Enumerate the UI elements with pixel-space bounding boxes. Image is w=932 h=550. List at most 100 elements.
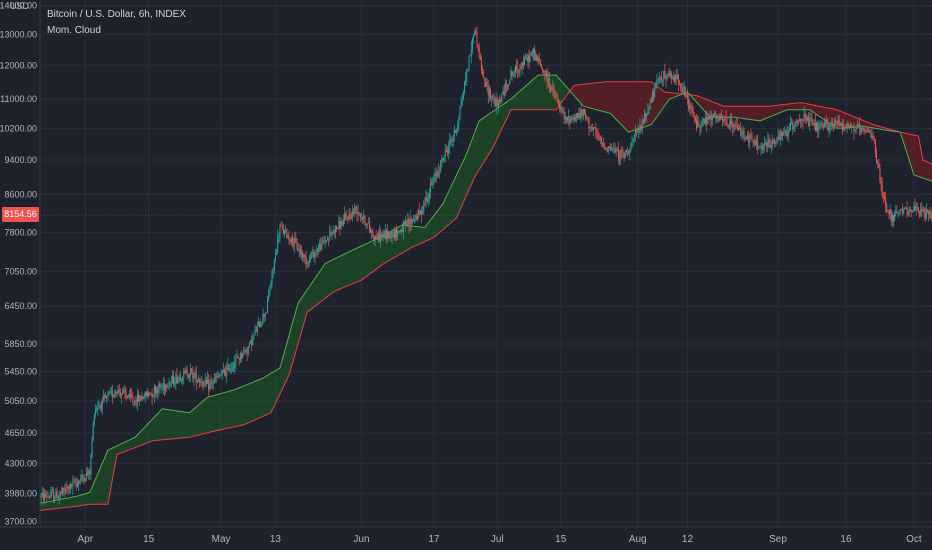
cloud-fill — [322, 263, 326, 301]
candle-body — [40, 494, 42, 499]
candle-body — [165, 384, 167, 390]
candle-body — [550, 86, 552, 90]
candle-body — [518, 70, 520, 73]
candle-body — [587, 117, 589, 119]
candle-body — [660, 76, 662, 81]
candle-body — [705, 117, 707, 124]
candle-body — [628, 150, 630, 153]
cloud-fill — [255, 380, 258, 420]
candle-body — [358, 212, 360, 214]
time-tick-label: 16 — [840, 534, 852, 545]
candle-body — [184, 370, 186, 372]
candle-body — [231, 367, 233, 369]
candle-body — [615, 149, 617, 153]
cloud-fill — [619, 81, 622, 126]
candle-body — [483, 75, 485, 79]
cloud-fill — [286, 335, 290, 380]
cloud-fill — [651, 81, 654, 125]
candle-body — [324, 240, 326, 242]
candle-body — [889, 209, 891, 215]
candle-body — [180, 380, 182, 382]
candle-body — [523, 57, 525, 66]
candle-body — [673, 77, 675, 82]
cloud-fill — [474, 126, 477, 177]
candle-body — [930, 211, 932, 218]
cloud-fill — [189, 410, 192, 438]
candle-body — [280, 225, 282, 227]
candle-body — [671, 73, 673, 80]
candle-body — [290, 237, 292, 243]
cloud-fill — [590, 83, 593, 109]
candle-body — [109, 392, 111, 393]
candle-body — [398, 230, 400, 233]
cloud-fill — [209, 395, 213, 433]
candle-body — [136, 394, 138, 405]
candle-body — [490, 89, 492, 99]
candle-body — [535, 54, 537, 61]
candle-body — [305, 256, 307, 265]
candle-body — [92, 422, 94, 441]
candle-body — [778, 134, 780, 141]
candle-body — [226, 367, 228, 377]
cloud-fill — [501, 103, 505, 129]
cloud-fill — [379, 236, 382, 267]
candle-body — [699, 125, 701, 128]
cloud-fill — [533, 77, 536, 110]
candle-body — [387, 231, 389, 239]
candle-body — [573, 117, 575, 120]
cloud-fill — [694, 95, 697, 103]
candle-body — [706, 117, 708, 125]
cloud-fill — [465, 150, 468, 198]
cloud-fill — [662, 90, 665, 109]
candle-body — [502, 91, 504, 95]
cloud-fill — [809, 104, 813, 112]
candle-body — [620, 150, 622, 160]
cloud-fill — [252, 381, 256, 421]
candle-body — [509, 79, 511, 85]
cloud-fill — [146, 423, 149, 444]
cloud-fill — [712, 101, 715, 118]
candle-body — [597, 134, 599, 139]
price-tick-label: 11000.00 — [0, 94, 37, 104]
candle-body — [449, 139, 451, 148]
cloud-fill — [361, 244, 364, 280]
cloud-fill — [159, 408, 163, 441]
cloud-fill — [778, 104, 781, 114]
candle-body — [586, 117, 588, 119]
candle-body — [528, 54, 530, 63]
candle-body — [48, 496, 50, 498]
candle-body — [333, 229, 335, 233]
candle-body — [760, 145, 762, 148]
candle-body — [852, 126, 854, 128]
candle-body — [380, 234, 382, 241]
candle-body — [295, 238, 297, 243]
cloud-fill — [87, 492, 90, 505]
candle-body — [315, 250, 317, 253]
candle-body — [827, 124, 829, 131]
cloud-fill — [542, 75, 545, 110]
cloud-fill — [279, 359, 283, 394]
candle-body — [448, 147, 450, 153]
cloud-fill — [821, 106, 824, 120]
candle-body — [843, 127, 845, 131]
candle-body — [64, 490, 66, 492]
candle-body — [785, 129, 787, 133]
candle-body — [202, 383, 204, 386]
price-tick-label: 9400.00 — [4, 155, 37, 165]
cloud-fill — [864, 120, 867, 127]
candle-body — [708, 116, 710, 120]
cloud-fill — [356, 247, 360, 282]
cloud-fill — [768, 105, 772, 118]
candle-body — [340, 221, 342, 230]
candle-body — [719, 116, 721, 120]
cloud-fill — [350, 250, 353, 285]
candle-body — [186, 370, 188, 376]
candle-body — [41, 492, 43, 495]
candle-body — [855, 125, 857, 130]
candle-body — [491, 96, 493, 99]
cloud-fill — [655, 85, 659, 119]
candle-body — [362, 216, 364, 220]
cloud-fill — [203, 399, 206, 434]
